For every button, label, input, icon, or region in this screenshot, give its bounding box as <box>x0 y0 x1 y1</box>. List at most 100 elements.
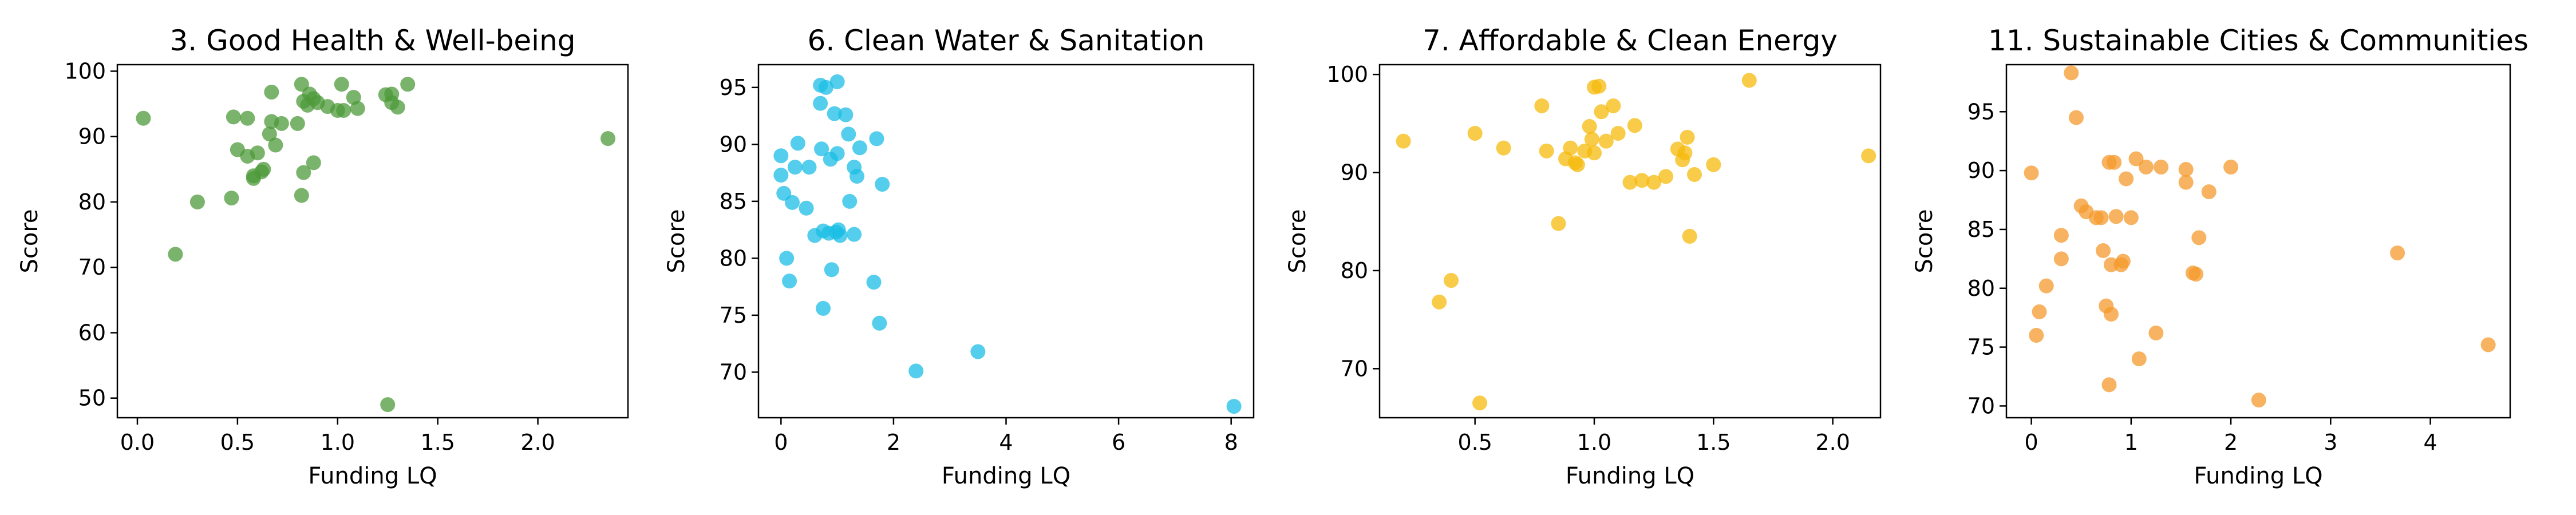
x-tick-label: 1.0 <box>321 430 355 455</box>
data-point <box>1677 145 1693 161</box>
data-point <box>1467 125 1483 141</box>
y-tick-label: 70 <box>78 255 106 280</box>
y-tick-label: 80 <box>78 189 106 215</box>
data-point <box>1496 140 1511 156</box>
data-point <box>2032 304 2047 319</box>
data-point <box>334 77 349 92</box>
scatter-panel-2: 0 2 4 6 8 70 75 80 85 90 95 6. Clean Water & Sanita… <box>663 24 1255 489</box>
data-point <box>2128 151 2144 167</box>
data-point <box>841 126 856 142</box>
data-point <box>1658 169 1673 184</box>
data-point <box>847 227 862 242</box>
data-point <box>336 102 351 118</box>
data-point <box>2115 253 2131 269</box>
axes-frame <box>1378 64 1882 419</box>
x-tick-label: 1.5 <box>420 430 455 455</box>
data-point <box>782 274 797 289</box>
x-tick-label: 4 <box>2424 430 2437 455</box>
data-point <box>1472 395 1487 411</box>
data-point <box>869 131 884 146</box>
data-point <box>400 77 416 92</box>
data-point <box>2103 307 2119 322</box>
data-point <box>294 188 309 203</box>
x-axis-label: Funding LQ <box>2194 463 2322 489</box>
data-point <box>908 363 924 379</box>
y-tick-label: 80 <box>1341 258 1368 283</box>
y-tick-label: 95 <box>1967 99 1995 124</box>
data-point <box>1396 133 1411 149</box>
data-point <box>1582 118 1597 134</box>
data-point <box>2131 351 2147 367</box>
x-axis-label: Funding LQ <box>1566 463 1694 489</box>
data-point <box>779 251 795 266</box>
data-point <box>2068 110 2084 125</box>
data-point <box>816 300 831 316</box>
x-tick-label: 2 <box>2224 430 2238 455</box>
x-tick-label: 4 <box>999 430 1013 455</box>
scatter-panel-3: 0.5 1.0 1.5 2.0 70 80 90 100 7. Affordable & Cle… <box>1285 24 1882 489</box>
data-point <box>2107 154 2122 170</box>
data-point <box>2154 159 2169 175</box>
data-point <box>240 110 255 126</box>
y-tick-label: 90 <box>78 124 106 149</box>
data-point <box>2093 210 2109 225</box>
data-point <box>1539 143 1554 159</box>
data-point <box>2101 377 2117 393</box>
y-axis-label: Score <box>17 209 43 273</box>
data-point <box>350 101 365 116</box>
data-point <box>250 145 265 161</box>
data-point <box>136 110 151 126</box>
data-point <box>970 344 986 359</box>
data-point <box>1606 98 1621 113</box>
data-point <box>1534 98 1550 113</box>
data-point <box>1680 129 1695 145</box>
data-point <box>1591 78 1607 94</box>
data-point <box>2178 162 2194 177</box>
x-tick-label: 0.5 <box>220 430 255 455</box>
data-point <box>784 195 800 210</box>
y-tick-label: 90 <box>720 132 747 157</box>
data-point <box>1741 73 1757 88</box>
x-tick-label: 8 <box>1224 430 1238 455</box>
data-point <box>2178 175 2194 190</box>
data-point <box>827 106 842 121</box>
data-point <box>1587 145 1602 161</box>
data-point <box>1598 133 1614 149</box>
data-point <box>2053 251 2069 267</box>
data-point <box>294 77 309 92</box>
data-point <box>1551 216 1566 231</box>
data-point <box>600 131 616 146</box>
x-tick-label: 2.0 <box>520 430 555 455</box>
y-tick-label: 90 <box>1341 160 1368 185</box>
scatter-panel-1: 0.0 0.5 1.0 1.5 2.0 50 60 70 80 90 100 3. Good Heal… <box>17 24 629 489</box>
data-point <box>1444 273 1459 288</box>
data-point <box>2108 209 2124 224</box>
data-point <box>866 275 882 290</box>
x-tick-label: 1.0 <box>1577 430 1611 455</box>
data-point <box>1634 173 1650 188</box>
y-tick-label: 80 <box>720 245 747 271</box>
data-point <box>380 397 396 413</box>
data-point <box>1584 132 1599 147</box>
data-point <box>262 126 277 142</box>
data-point <box>829 74 845 89</box>
data-point <box>1687 167 1702 182</box>
data-point <box>1432 294 1447 310</box>
y-tick-label: 70 <box>1967 393 1995 418</box>
axes-frame <box>2005 64 2511 419</box>
x-tick-label: 0 <box>774 430 788 455</box>
y-tick-label: 75 <box>720 303 747 328</box>
data-point <box>2119 171 2134 187</box>
y-tick-label: 95 <box>720 75 747 100</box>
data-point <box>2038 278 2054 294</box>
data-point <box>168 247 183 262</box>
panel-title: 7. Affordable & Clean Energy <box>1423 24 1838 57</box>
data-point <box>813 96 828 111</box>
data-point <box>274 116 289 131</box>
data-point <box>850 169 865 184</box>
data-point <box>264 84 279 100</box>
scatter-panel-4: 0 1 2 3 4 70 75 80 85 90 95 11. Sustainable Cities … <box>1911 24 2528 489</box>
data-point <box>2029 328 2044 343</box>
data-point <box>2123 210 2139 225</box>
